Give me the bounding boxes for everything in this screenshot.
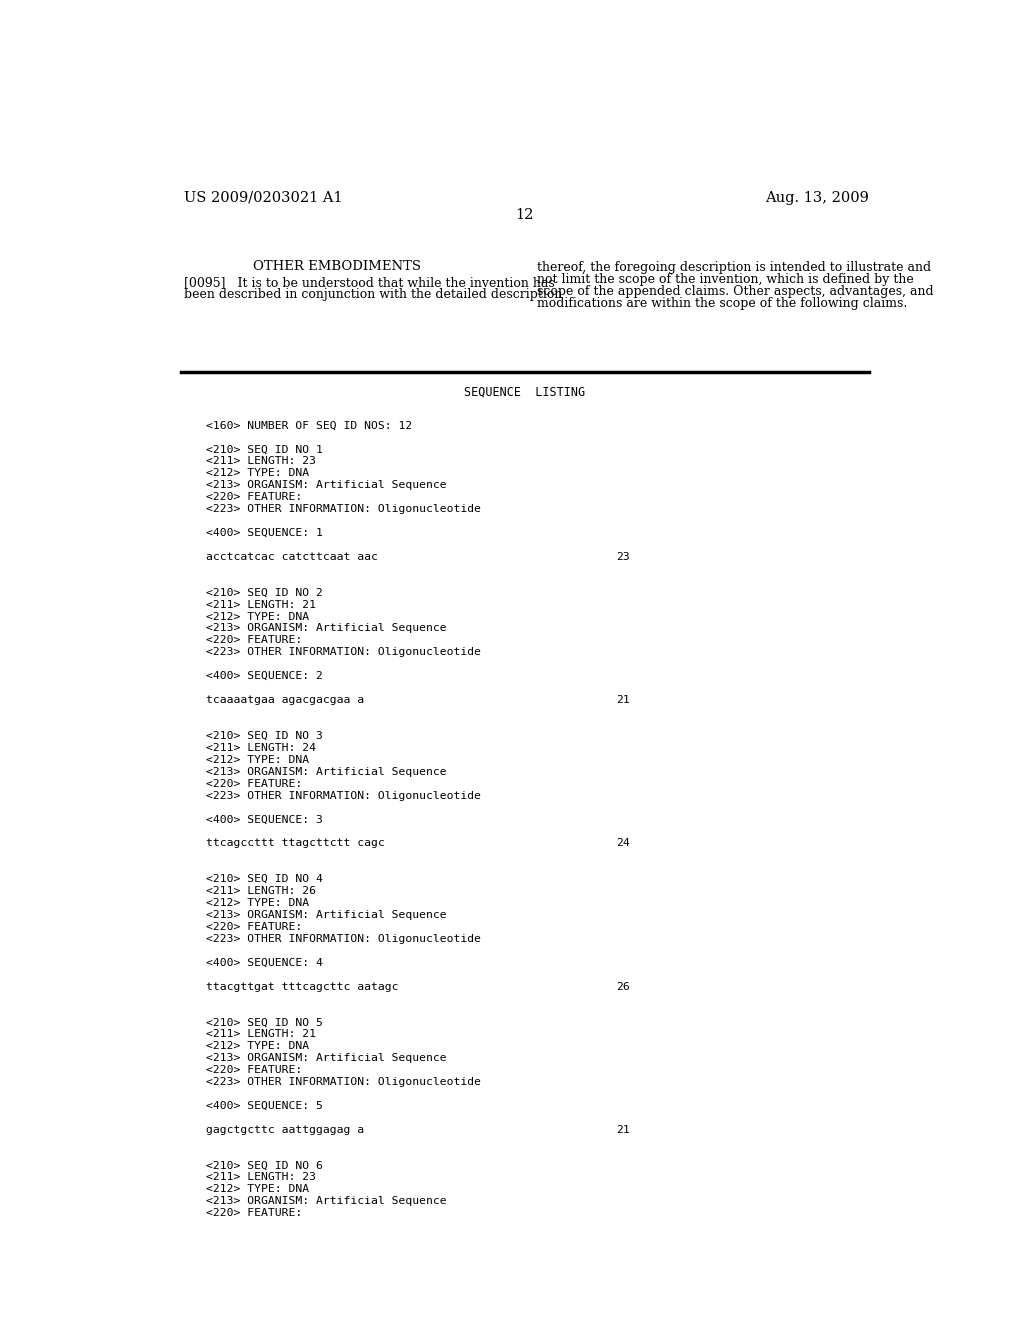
- Text: <220> FEATURE:: <220> FEATURE:: [206, 635, 302, 645]
- Text: gagctgcttc aattggagag a: gagctgcttc aattggagag a: [206, 1125, 364, 1135]
- Text: <223> OTHER INFORMATION: Oligonucleotide: <223> OTHER INFORMATION: Oligonucleotide: [206, 647, 480, 657]
- Text: scope of the appended claims. Other aspects, advantages, and: scope of the appended claims. Other aspe…: [538, 285, 934, 298]
- Text: Aug. 13, 2009: Aug. 13, 2009: [765, 191, 869, 205]
- Text: <210> SEQ ID NO 4: <210> SEQ ID NO 4: [206, 874, 323, 884]
- Text: <220> FEATURE:: <220> FEATURE:: [206, 1065, 302, 1074]
- Text: <220> FEATURE:: <220> FEATURE:: [206, 921, 302, 932]
- Text: <212> TYPE: DNA: <212> TYPE: DNA: [206, 755, 308, 764]
- Text: <223> OTHER INFORMATION: Oligonucleotide: <223> OTHER INFORMATION: Oligonucleotide: [206, 1077, 480, 1086]
- Text: <212> TYPE: DNA: <212> TYPE: DNA: [206, 1041, 308, 1051]
- Text: been described in conjunction with the detailed description: been described in conjunction with the d…: [183, 288, 562, 301]
- Text: modifications are within the scope of the following claims.: modifications are within the scope of th…: [538, 297, 907, 310]
- Text: <211> LENGTH: 21: <211> LENGTH: 21: [206, 599, 315, 610]
- Text: <211> LENGTH: 24: <211> LENGTH: 24: [206, 743, 315, 752]
- Text: <220> FEATURE:: <220> FEATURE:: [206, 779, 302, 788]
- Text: ttcagccttt ttagcttctt cagc: ttcagccttt ttagcttctt cagc: [206, 838, 384, 849]
- Text: <213> ORGANISM: Artificial Sequence: <213> ORGANISM: Artificial Sequence: [206, 767, 446, 776]
- Text: <211> LENGTH: 26: <211> LENGTH: 26: [206, 886, 315, 896]
- Text: <400> SEQUENCE: 2: <400> SEQUENCE: 2: [206, 671, 323, 681]
- Text: <400> SEQUENCE: 4: <400> SEQUENCE: 4: [206, 958, 323, 968]
- Text: <212> TYPE: DNA: <212> TYPE: DNA: [206, 898, 308, 908]
- Text: <213> ORGANISM: Artificial Sequence: <213> ORGANISM: Artificial Sequence: [206, 480, 446, 490]
- Text: acctcatcac catcttcaat aac: acctcatcac catcttcaat aac: [206, 552, 378, 562]
- Text: <213> ORGANISM: Artificial Sequence: <213> ORGANISM: Artificial Sequence: [206, 623, 446, 634]
- Text: <400> SEQUENCE: 1: <400> SEQUENCE: 1: [206, 528, 323, 539]
- Text: thereof, the foregoing description is intended to illustrate and: thereof, the foregoing description is in…: [538, 261, 931, 273]
- Text: SEQUENCE  LISTING: SEQUENCE LISTING: [464, 385, 586, 399]
- Text: <210> SEQ ID NO 1: <210> SEQ ID NO 1: [206, 445, 323, 454]
- Text: <213> ORGANISM: Artificial Sequence: <213> ORGANISM: Artificial Sequence: [206, 1196, 446, 1206]
- Text: <223> OTHER INFORMATION: Oligonucleotide: <223> OTHER INFORMATION: Oligonucleotide: [206, 933, 480, 944]
- Text: <212> TYPE: DNA: <212> TYPE: DNA: [206, 469, 308, 478]
- Text: 24: 24: [616, 838, 630, 849]
- Text: <220> FEATURE:: <220> FEATURE:: [206, 492, 302, 502]
- Text: <210> SEQ ID NO 6: <210> SEQ ID NO 6: [206, 1160, 323, 1171]
- Text: ttacgttgat tttcagcttc aatagc: ttacgttgat tttcagcttc aatagc: [206, 982, 398, 991]
- Text: <400> SEQUENCE: 3: <400> SEQUENCE: 3: [206, 814, 323, 825]
- Text: <220> FEATURE:: <220> FEATURE:: [206, 1208, 302, 1218]
- Text: <210> SEQ ID NO 3: <210> SEQ ID NO 3: [206, 731, 323, 741]
- Text: <160> NUMBER OF SEQ ID NOS: 12: <160> NUMBER OF SEQ ID NOS: 12: [206, 421, 412, 430]
- Text: <223> OTHER INFORMATION: Oligonucleotide: <223> OTHER INFORMATION: Oligonucleotide: [206, 504, 480, 513]
- Text: 23: 23: [616, 552, 630, 562]
- Text: <400> SEQUENCE: 5: <400> SEQUENCE: 5: [206, 1101, 323, 1111]
- Text: <210> SEQ ID NO 5: <210> SEQ ID NO 5: [206, 1018, 323, 1027]
- Text: not limit the scope of the invention, which is defined by the: not limit the scope of the invention, wh…: [538, 273, 914, 285]
- Text: <212> TYPE: DNA: <212> TYPE: DNA: [206, 611, 308, 622]
- Text: <211> LENGTH: 21: <211> LENGTH: 21: [206, 1030, 315, 1039]
- Text: [0095]   It is to be understood that while the invention has: [0095] It is to be understood that while…: [183, 276, 555, 289]
- Text: <223> OTHER INFORMATION: Oligonucleotide: <223> OTHER INFORMATION: Oligonucleotide: [206, 791, 480, 800]
- Text: <210> SEQ ID NO 2: <210> SEQ ID NO 2: [206, 587, 323, 598]
- Text: US 2009/0203021 A1: US 2009/0203021 A1: [183, 191, 342, 205]
- Text: <211> LENGTH: 23: <211> LENGTH: 23: [206, 457, 315, 466]
- Text: tcaaaatgaa agacgacgaa a: tcaaaatgaa agacgacgaa a: [206, 696, 364, 705]
- Text: <211> LENGTH: 23: <211> LENGTH: 23: [206, 1172, 315, 1183]
- Text: 26: 26: [616, 982, 630, 991]
- Text: 21: 21: [616, 1125, 630, 1135]
- Text: <213> ORGANISM: Artificial Sequence: <213> ORGANISM: Artificial Sequence: [206, 1053, 446, 1063]
- Text: 21: 21: [616, 696, 630, 705]
- Text: <212> TYPE: DNA: <212> TYPE: DNA: [206, 1184, 308, 1195]
- Text: <213> ORGANISM: Artificial Sequence: <213> ORGANISM: Artificial Sequence: [206, 909, 446, 920]
- Text: OTHER EMBODIMENTS: OTHER EMBODIMENTS: [253, 260, 421, 273]
- Text: 12: 12: [516, 209, 534, 223]
